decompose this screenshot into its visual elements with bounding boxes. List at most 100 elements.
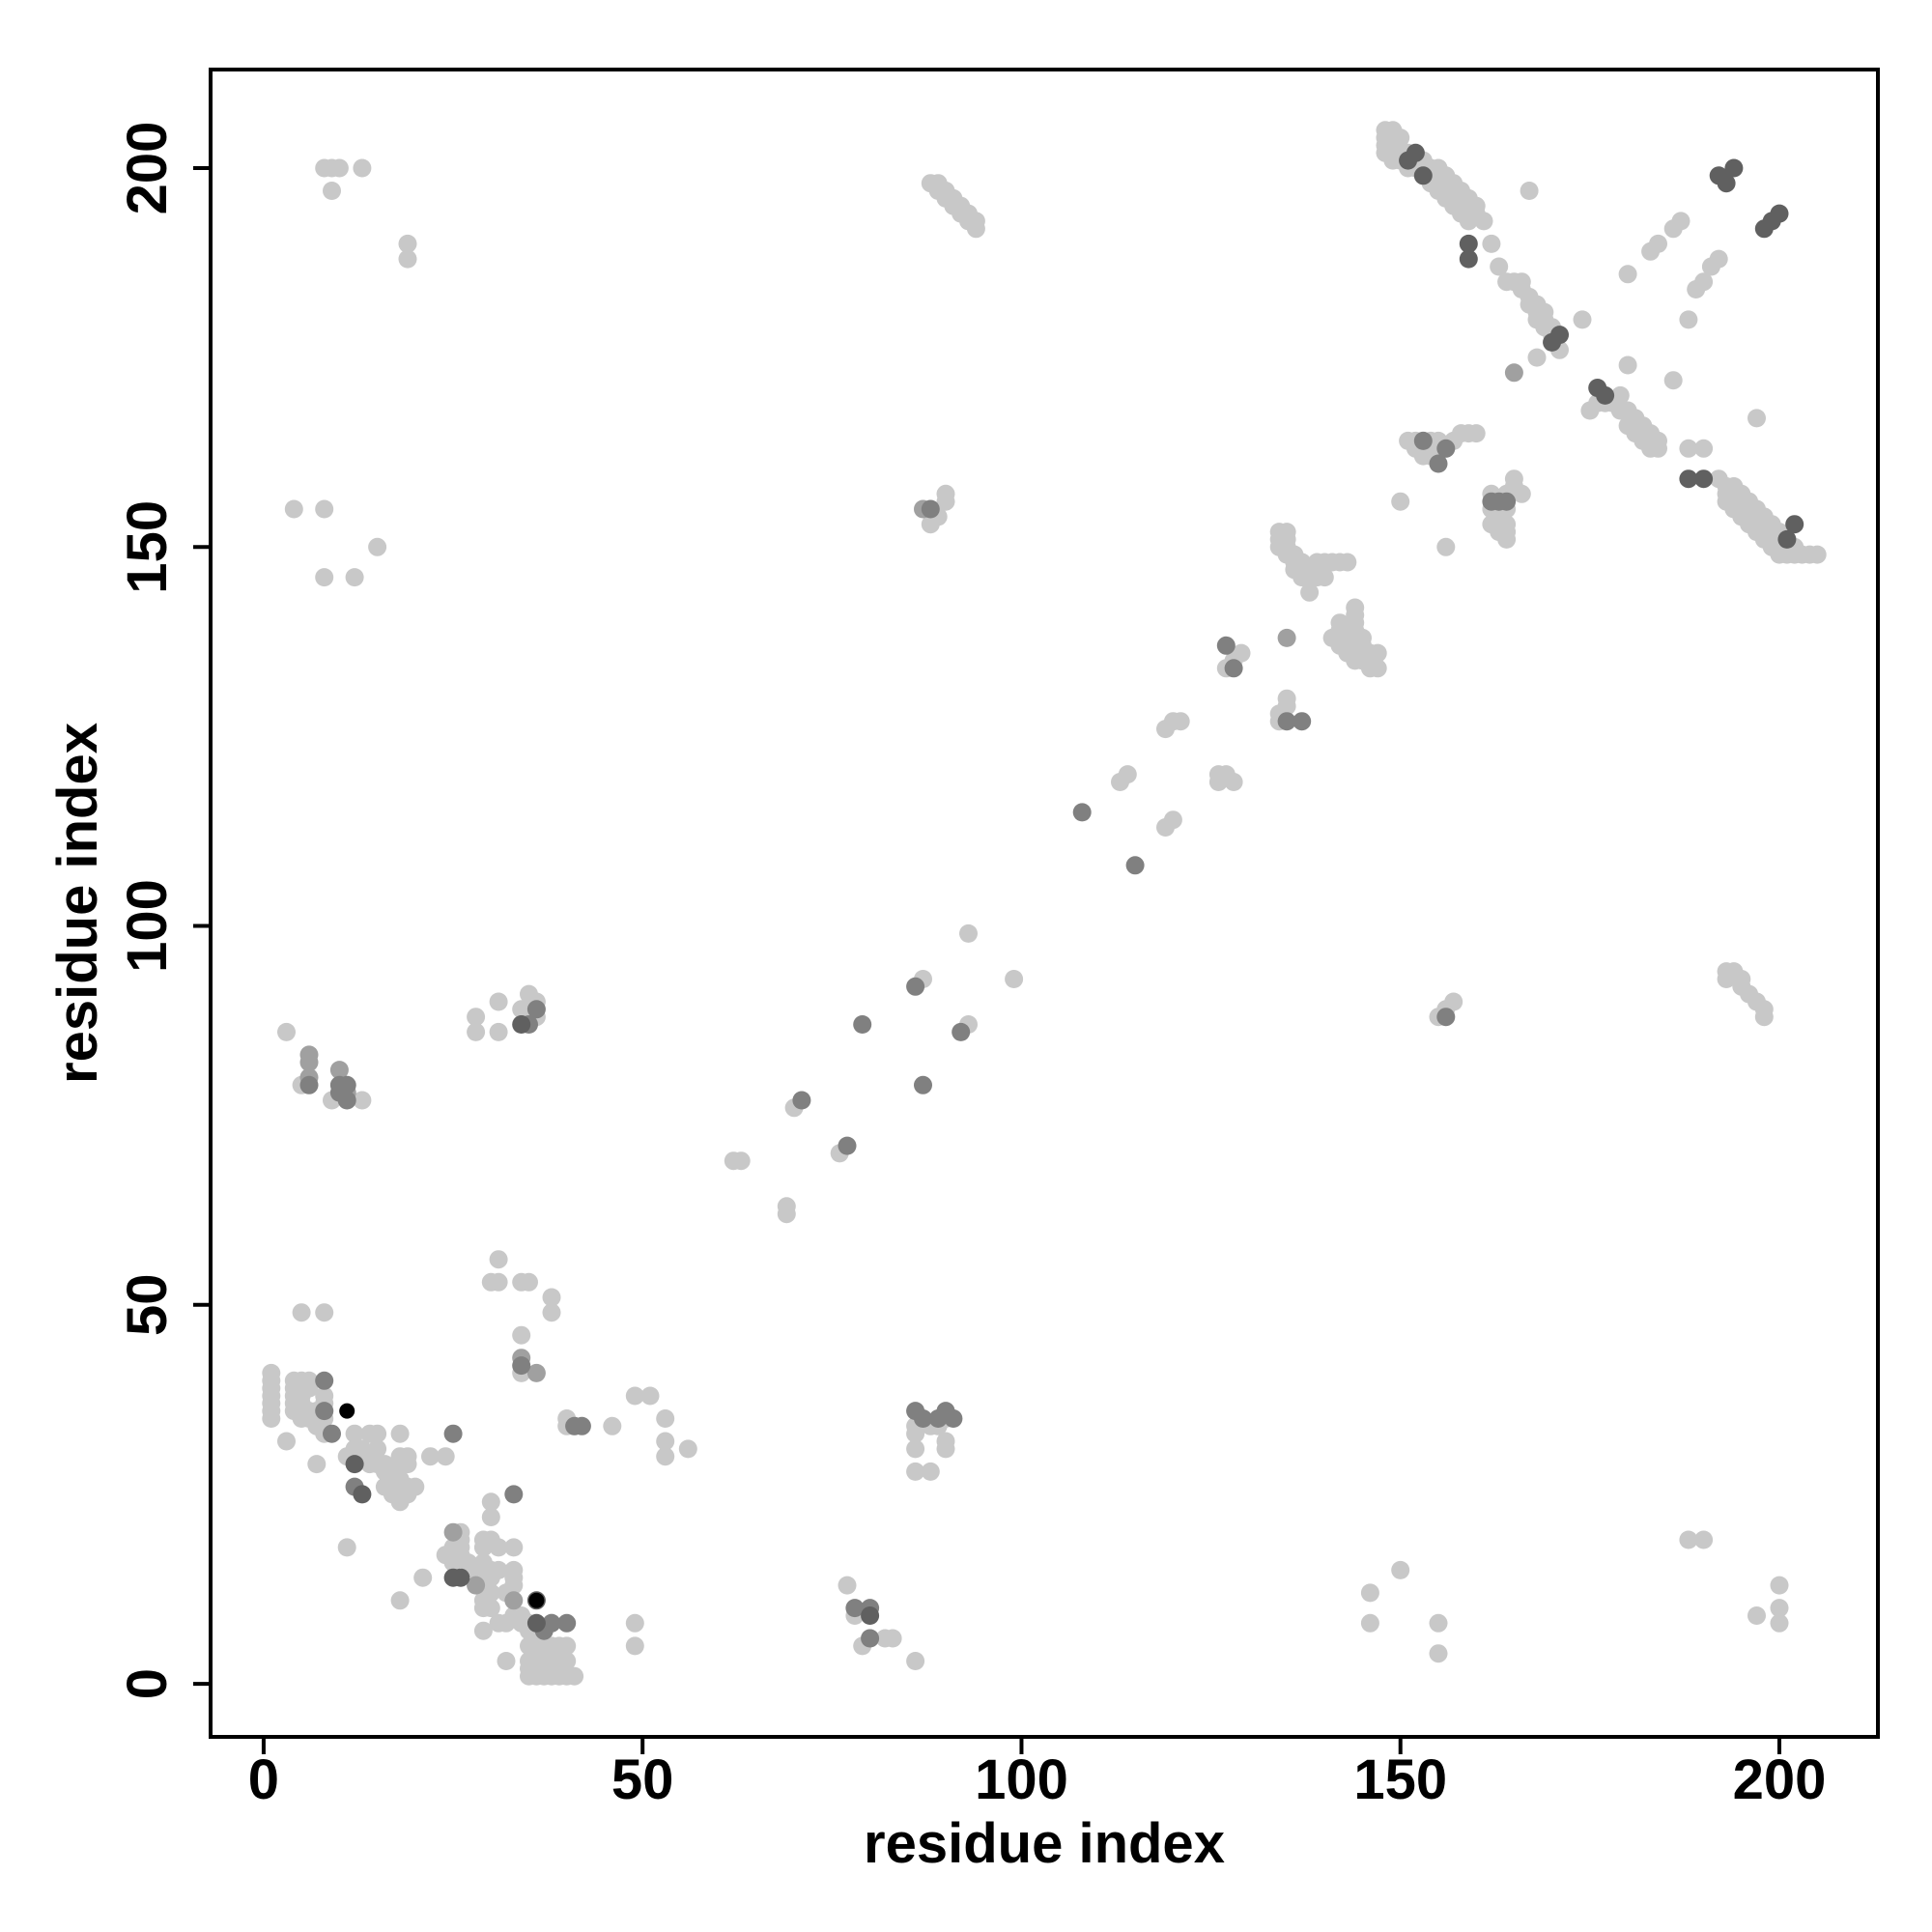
data-point <box>1466 424 1486 443</box>
data-point <box>1618 355 1637 375</box>
data-point <box>481 1492 500 1512</box>
data-point <box>777 1205 796 1224</box>
data-point <box>1429 1644 1448 1663</box>
data-point <box>421 1447 440 1466</box>
data-point <box>1118 765 1137 784</box>
data-point <box>390 1424 410 1443</box>
data-point <box>1679 1530 1698 1549</box>
data-point <box>390 1591 410 1610</box>
data-point <box>1300 582 1320 602</box>
data-point <box>1444 992 1463 1011</box>
data-point <box>1747 1606 1766 1625</box>
data-point <box>1436 537 1456 556</box>
data-point <box>489 1538 508 1557</box>
data-point <box>299 1045 319 1065</box>
data-point <box>504 1591 524 1610</box>
data-point <box>1709 249 1728 269</box>
data-point <box>557 1613 577 1633</box>
data-point <box>315 1371 334 1390</box>
data-point <box>339 1403 355 1419</box>
data-point <box>1663 371 1683 390</box>
data-point <box>1163 810 1182 830</box>
data-point <box>1459 234 1478 253</box>
data-point <box>1497 492 1517 511</box>
data-point <box>1406 143 1425 162</box>
data-point <box>489 1272 508 1292</box>
data-point <box>1770 1599 1789 1618</box>
data-point <box>603 1416 622 1435</box>
data-point <box>1504 469 1523 489</box>
data-point <box>1277 689 1296 708</box>
data-point <box>1315 568 1334 587</box>
data-point <box>966 219 985 239</box>
data-point <box>489 1022 508 1041</box>
data-points <box>262 121 1827 1686</box>
data-point <box>845 1599 865 1618</box>
data-point <box>1490 257 1509 276</box>
data-point <box>542 1288 561 1307</box>
data-point <box>337 1075 356 1094</box>
data-point <box>277 1432 296 1451</box>
data-point <box>1391 128 1410 148</box>
data-point <box>906 1439 925 1459</box>
data-point <box>952 1022 971 1041</box>
data-point <box>307 1455 327 1474</box>
data-point <box>959 923 978 943</box>
data-point <box>520 1272 538 1292</box>
data-point <box>1694 439 1714 458</box>
data-point <box>353 1439 372 1459</box>
data-point <box>315 1402 334 1421</box>
data-point <box>504 1560 524 1579</box>
y-tick-label: 50 <box>116 1274 179 1337</box>
data-point <box>678 1439 697 1459</box>
data-point <box>1429 1613 1448 1633</box>
data-point <box>1724 158 1744 178</box>
plot-frame <box>209 68 1880 1739</box>
data-point <box>1596 385 1615 405</box>
data-point <box>1694 469 1714 489</box>
data-point <box>345 568 364 587</box>
data-point <box>1474 212 1493 231</box>
data-point <box>906 1462 925 1481</box>
data-point <box>1353 628 1372 647</box>
data-point <box>345 1424 364 1443</box>
data-point <box>557 1636 577 1656</box>
data-point <box>398 249 417 269</box>
data-point <box>1293 712 1312 731</box>
data-point <box>656 1409 675 1428</box>
data-point <box>353 1091 372 1110</box>
data-point <box>1497 515 1517 534</box>
data-point <box>883 1629 902 1648</box>
x-tick-label: 50 <box>611 1748 674 1811</box>
data-point <box>1232 643 1251 663</box>
data-point <box>853 1015 872 1034</box>
data-point <box>1413 431 1433 450</box>
data-point <box>1610 385 1630 405</box>
data-point <box>1807 545 1827 564</box>
data-point <box>914 1409 932 1428</box>
data-point <box>1368 659 1387 678</box>
data-point <box>656 1432 675 1451</box>
data-point <box>406 1477 425 1496</box>
data-point <box>481 1599 500 1618</box>
data-point <box>526 1613 546 1633</box>
data-point <box>299 1371 319 1390</box>
data-point <box>528 1592 545 1608</box>
data-point <box>1770 204 1789 223</box>
data-point <box>1618 265 1637 284</box>
data-point <box>512 1356 531 1376</box>
data-point <box>731 1151 751 1171</box>
y-axis-label: residue index <box>46 723 109 1084</box>
data-point <box>1770 1613 1789 1633</box>
data-point <box>315 568 334 587</box>
x-axis: 0 50 100 150 200 <box>248 1737 1826 1811</box>
data-point <box>451 1568 470 1587</box>
data-point <box>526 1363 546 1382</box>
data-point <box>497 1652 516 1670</box>
x-tick-label: 100 <box>975 1748 1068 1811</box>
data-point <box>1573 310 1592 329</box>
data-point <box>413 1568 433 1587</box>
data-point <box>1671 212 1690 231</box>
data-point <box>625 1386 644 1406</box>
